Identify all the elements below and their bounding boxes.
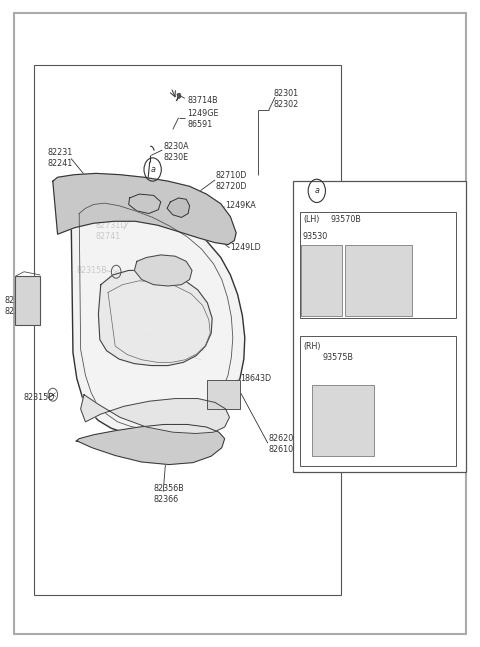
FancyBboxPatch shape	[301, 245, 342, 316]
Text: 92631C: 92631C	[178, 434, 208, 443]
Text: 82720D: 82720D	[216, 182, 248, 191]
Text: 82315D: 82315D	[24, 393, 55, 402]
Text: 1249LD: 1249LD	[230, 243, 261, 252]
Text: 82241: 82241	[48, 159, 73, 168]
FancyBboxPatch shape	[207, 380, 240, 409]
FancyBboxPatch shape	[345, 245, 412, 316]
Text: 82741: 82741	[96, 232, 121, 241]
Text: 93577: 93577	[58, 217, 83, 226]
Text: a: a	[314, 186, 319, 195]
Text: 92641B: 92641B	[178, 445, 208, 454]
Text: 82315B: 82315B	[77, 266, 108, 275]
Text: 82231: 82231	[48, 148, 73, 157]
Text: 1249KA: 1249KA	[226, 201, 256, 210]
Text: 82710D: 82710D	[216, 171, 247, 181]
Text: 82394A: 82394A	[5, 307, 36, 316]
Text: 82302: 82302	[274, 100, 299, 109]
Text: 93575B: 93575B	[323, 353, 354, 362]
FancyBboxPatch shape	[300, 212, 456, 318]
Polygon shape	[167, 198, 190, 217]
Text: 93570B: 93570B	[330, 215, 361, 225]
Text: 1249GE: 1249GE	[187, 109, 219, 118]
Text: (LH): (LH)	[303, 215, 320, 225]
Text: 82393A: 82393A	[5, 296, 36, 305]
Polygon shape	[98, 270, 212, 366]
Text: 93572A: 93572A	[58, 206, 89, 215]
Text: 82301: 82301	[274, 89, 299, 98]
FancyBboxPatch shape	[15, 276, 40, 325]
Polygon shape	[129, 194, 161, 214]
Polygon shape	[71, 194, 245, 437]
Text: 82620: 82620	[269, 434, 294, 443]
Text: (RH): (RH)	[303, 342, 321, 351]
Polygon shape	[134, 255, 192, 286]
Text: 83714B: 83714B	[187, 96, 218, 105]
Text: 8230E: 8230E	[163, 153, 188, 162]
Polygon shape	[81, 395, 229, 433]
Text: 8230A: 8230A	[163, 142, 189, 151]
FancyBboxPatch shape	[14, 13, 466, 634]
FancyBboxPatch shape	[312, 385, 374, 456]
FancyBboxPatch shape	[300, 336, 456, 466]
Text: 86591: 86591	[187, 120, 213, 129]
FancyBboxPatch shape	[293, 181, 466, 472]
Text: a: a	[150, 165, 155, 174]
Text: 82731D: 82731D	[96, 221, 127, 230]
Polygon shape	[53, 173, 236, 245]
Text: 82356B: 82356B	[154, 484, 184, 493]
Text: 82610: 82610	[269, 445, 294, 454]
Text: 93530: 93530	[302, 232, 328, 241]
Polygon shape	[76, 424, 225, 465]
Text: 18643D: 18643D	[240, 374, 271, 383]
Circle shape	[177, 93, 181, 98]
Text: 82366: 82366	[154, 495, 179, 504]
